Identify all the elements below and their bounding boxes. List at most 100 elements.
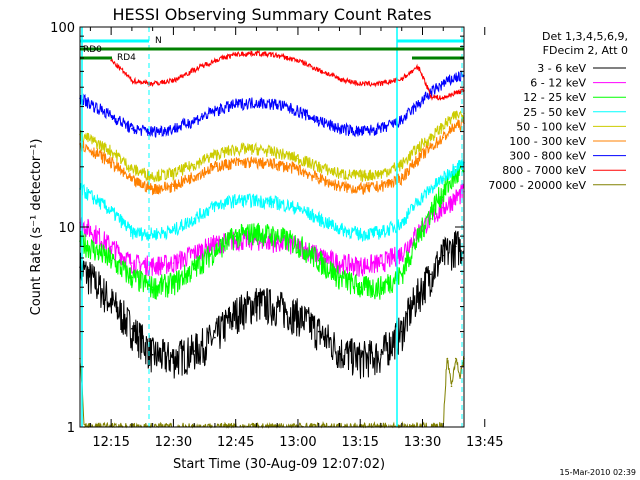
data-point — [110, 150, 112, 152]
data-point — [359, 83, 362, 85]
data-point — [110, 245, 112, 248]
data-point — [380, 172, 382, 175]
data-point — [214, 166, 216, 168]
data-point — [400, 222, 403, 225]
data-point — [172, 185, 175, 187]
data-point — [276, 235, 279, 237]
data-point — [450, 385, 453, 388]
data-point — [454, 114, 457, 117]
data-point — [430, 95, 432, 98]
data-point — [430, 273, 432, 276]
data-point — [193, 252, 195, 254]
data-point — [338, 185, 341, 187]
data-point — [400, 119, 403, 122]
data-point — [193, 69, 195, 71]
data-point — [417, 200, 420, 202]
data-point — [400, 177, 403, 180]
data-point — [454, 166, 457, 168]
series-line — [110, 49, 465, 101]
data-point — [442, 191, 445, 193]
x-tick-label: 12:45 — [217, 435, 254, 450]
data-point — [454, 125, 457, 127]
data-point — [214, 153, 216, 156]
data-point — [172, 229, 175, 232]
data-point — [234, 148, 237, 150]
data-point — [338, 127, 341, 130]
data-point — [276, 103, 279, 106]
data-point — [380, 286, 382, 289]
data-point — [276, 305, 279, 308]
data-point — [151, 233, 154, 235]
x-tick-label: 13:30 — [404, 435, 441, 450]
data-point — [317, 119, 320, 122]
data-point — [380, 231, 382, 234]
data-point — [417, 66, 420, 68]
data-point — [234, 199, 237, 202]
data-point — [442, 254, 445, 257]
legend-label: 3 - 6 keV — [537, 62, 586, 75]
data-point — [442, 136, 445, 139]
x-tick-label: 13:45 — [466, 435, 503, 450]
legend-label: 12 - 25 keV — [523, 91, 586, 104]
data-point — [193, 350, 195, 352]
data-point — [276, 54, 279, 57]
series-line — [79, 230, 465, 379]
data-point — [297, 243, 299, 245]
data-point — [417, 157, 420, 160]
data-point — [442, 177, 445, 180]
data-point — [417, 293, 420, 296]
annotation-rd0: RD0 — [83, 45, 102, 55]
data-point — [172, 79, 175, 82]
data-point — [454, 76, 457, 79]
series-8 — [110, 49, 465, 101]
data-point — [193, 119, 195, 122]
data-point — [454, 245, 457, 248]
data-point — [255, 52, 258, 54]
data-point — [255, 148, 258, 150]
annotation-n: N — [155, 36, 162, 46]
data-point — [359, 130, 362, 133]
legend-label: 6 - 12 keV — [530, 77, 586, 90]
data-point — [297, 110, 299, 112]
data-point — [454, 175, 457, 177]
data-point — [110, 59, 112, 62]
y-tick-label: 10 — [58, 221, 75, 236]
data-point — [151, 83, 154, 85]
data-point — [131, 231, 133, 234]
data-point — [417, 237, 420, 239]
data-point — [193, 217, 195, 220]
footer-timestamp: 15-Mar-2010 02:39 — [560, 468, 637, 477]
data-point — [172, 127, 175, 130]
data-point — [338, 228, 341, 230]
data-point — [446, 357, 449, 360]
data-point — [400, 78, 403, 80]
legend-header-line: FDecim 2, Att 0 — [543, 44, 628, 57]
data-point — [131, 262, 133, 264]
data-point — [131, 180, 133, 182]
data-point — [151, 265, 154, 267]
y-tick-label: 100 — [50, 21, 75, 36]
data-point — [214, 243, 216, 245]
data-point — [338, 262, 341, 264]
data-point — [172, 283, 175, 285]
data-point — [110, 114, 112, 117]
data-point — [234, 103, 237, 106]
data-point — [442, 206, 445, 209]
data-point — [276, 163, 279, 166]
axes-layer: 12:15 12:30 12:45 13:00 13:15 13:30 13:45 1 10 10… — [50, 21, 503, 450]
data-point — [442, 125, 445, 127]
data-point — [255, 199, 258, 202]
series-line — [79, 110, 465, 183]
data-point — [276, 152, 279, 154]
y-axis-label: Count Rate (s⁻¹ detector⁻¹) — [29, 139, 44, 316]
x-tick-label: 12:30 — [155, 435, 192, 450]
data-point — [430, 146, 432, 149]
data-point — [214, 110, 216, 112]
legend-label: 7000 - 20000 keV — [488, 179, 586, 192]
data-point — [442, 97, 445, 100]
data-point — [317, 330, 320, 333]
data-point — [214, 250, 216, 252]
data-point — [131, 79, 133, 82]
data-point — [359, 233, 362, 235]
